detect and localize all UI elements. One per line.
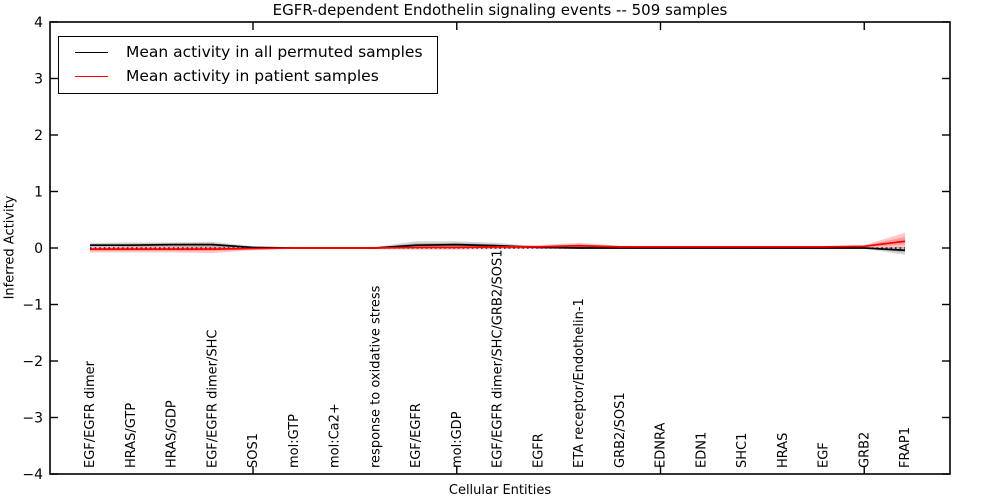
- y-tick-label: 2: [34, 128, 43, 144]
- y-tick-label: −3: [22, 411, 43, 427]
- y-tick-label: −4: [22, 467, 43, 483]
- y-axis-label: Inferred Activity: [2, 195, 18, 300]
- permuted-line-sample-icon: [75, 51, 108, 53]
- x-category-label: SOS1: [246, 433, 261, 468]
- y-tick-label: 0: [34, 241, 43, 257]
- x-category-label: FRAP1: [898, 427, 913, 468]
- y-tick-label: 4: [34, 15, 43, 31]
- patient-line-sample-icon: [75, 75, 108, 77]
- x-category-label: GRB2: [857, 432, 872, 468]
- x-category-label: EGFR: [531, 433, 546, 468]
- x-category-label: SHC1: [735, 433, 750, 468]
- legend: Mean activity in all permuted samples Me…: [58, 36, 438, 94]
- y-tick-label: −2: [22, 354, 43, 370]
- legend-label-permuted: Mean activity in all permuted samples: [126, 43, 423, 61]
- x-category-label: mol:GTP: [287, 414, 302, 468]
- x-category-label: response to oxidative stress: [368, 285, 383, 468]
- permuted-band: [90, 241, 905, 255]
- chart-title: EGFR-dependent Endothelin signaling even…: [272, 1, 728, 19]
- y-tick-label: −1: [22, 298, 43, 314]
- x-category-label: EGF/EGFR: [409, 403, 424, 468]
- x-category-label: mol:GDP: [450, 411, 465, 468]
- x-category-label: HRAS/GDP: [165, 400, 180, 468]
- x-category-label: HRAS: [776, 433, 791, 468]
- x-axis-label: Cellular Entities: [448, 483, 552, 498]
- legend-row-patient: Mean activity in patient samples: [75, 67, 423, 85]
- x-category-label: ETA receptor/Endothelin-1: [572, 298, 587, 468]
- patient-mean-line: [90, 240, 906, 250]
- y-tick-label: 3: [34, 72, 43, 88]
- x-category-label: EGF: [817, 442, 832, 468]
- x-category-label: EDNRA: [654, 423, 669, 468]
- x-category-label: EGF/EGFR dimer: [83, 360, 98, 468]
- x-category-label: EGF/EGFR dimer/SHC/GRB2/SOS1: [491, 250, 506, 469]
- x-category-label: HRAS/GTP: [124, 403, 139, 468]
- x-category-label: GRB2/SOS1: [613, 392, 628, 468]
- permuted-mean-line: [90, 243, 906, 252]
- y-tick-label: 1: [34, 185, 43, 201]
- x-category-label: EGF/EGFR dimer/SHC: [205, 330, 220, 468]
- x-category-label: EDN1: [694, 432, 709, 468]
- legend-label-patient: Mean activity in patient samples: [126, 67, 379, 85]
- legend-row-permuted: Mean activity in all permuted samples: [75, 43, 423, 61]
- x-category-label: mol:Ca2+: [328, 403, 343, 468]
